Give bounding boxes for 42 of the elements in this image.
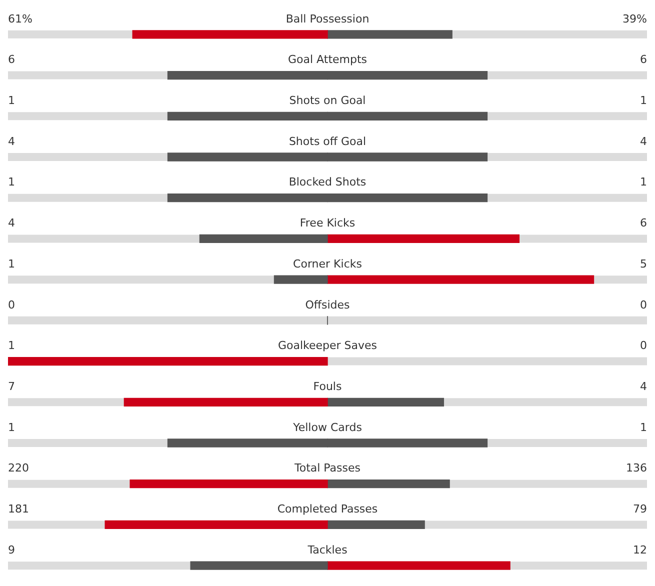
data-label: 181 bbox=[8, 502, 29, 516]
data-label: 4 bbox=[640, 134, 647, 148]
category-label: Ball Possession bbox=[286, 12, 370, 26]
data-label: 1 bbox=[8, 257, 15, 270]
category-label: Yellow Cards bbox=[292, 420, 362, 434]
data-label: 9 bbox=[8, 543, 15, 556]
data-label: 5 bbox=[640, 257, 647, 270]
category-label: Blocked Shots bbox=[288, 176, 366, 189]
data-label: 1 bbox=[8, 94, 15, 107]
category-label: Shots off Goal bbox=[288, 134, 366, 148]
data-label: 79 bbox=[633, 502, 647, 516]
data-label: 39% bbox=[622, 12, 647, 26]
category-label: Tackles bbox=[306, 543, 348, 556]
data-label: 1 bbox=[640, 94, 647, 107]
data-label: 1 bbox=[640, 176, 647, 189]
category-label: Offsides bbox=[305, 298, 350, 312]
data-label: 6 bbox=[640, 216, 647, 230]
data-label: 0 bbox=[640, 339, 647, 352]
data-label: 6 bbox=[640, 53, 647, 66]
data-label: 220 bbox=[8, 462, 29, 475]
data-label: 4 bbox=[640, 380, 647, 393]
data-label: 12 bbox=[633, 543, 647, 556]
data-label: 1 bbox=[8, 420, 15, 434]
data-label: 1 bbox=[8, 176, 15, 189]
data-label: 0 bbox=[8, 298, 15, 312]
data-label: 61% bbox=[8, 12, 32, 26]
data-label: 4 bbox=[8, 216, 15, 230]
data-label: 7 bbox=[8, 380, 15, 393]
data-label: 6 bbox=[8, 53, 15, 66]
data-label: 0 bbox=[640, 298, 647, 312]
category-label: Completed Passes bbox=[277, 502, 378, 516]
category-label: Goalkeeper Saves bbox=[278, 339, 378, 352]
data-label: 136 bbox=[626, 462, 647, 475]
category-label: Corner Kicks bbox=[293, 257, 362, 270]
category-label: Free Kicks bbox=[300, 216, 356, 230]
category-label: Total Passes bbox=[293, 462, 361, 475]
category-label: Goal Attempts bbox=[288, 53, 368, 66]
data-label: 1 bbox=[8, 339, 15, 352]
category-label: Fouls bbox=[313, 380, 342, 393]
category-label: Shots on Goal bbox=[289, 94, 366, 107]
data-label: 1 bbox=[640, 420, 647, 434]
data-label: 4 bbox=[8, 134, 15, 148]
